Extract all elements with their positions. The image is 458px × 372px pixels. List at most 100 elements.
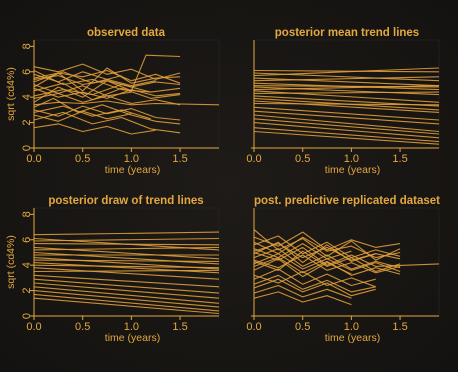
series-line	[253, 86, 440, 96]
series-line	[253, 243, 401, 261]
series-line	[33, 105, 181, 121]
series-line	[33, 231, 220, 236]
series-line	[253, 106, 440, 121]
series-line	[253, 76, 440, 82]
series-line	[253, 248, 401, 270]
y-axis-label: sqrt (cd4%)	[5, 67, 17, 121]
series-line	[33, 83, 181, 97]
series-line	[33, 71, 156, 87]
series-line	[253, 77, 440, 87]
series-line	[33, 82, 181, 101]
series-line	[33, 111, 181, 134]
x-tick-label: 0.0	[26, 153, 41, 165]
series-line	[253, 278, 376, 297]
series-line	[33, 237, 220, 242]
series-line	[33, 110, 132, 122]
y-tick-label: 2	[21, 120, 33, 126]
series-line	[253, 235, 401, 259]
series-line	[33, 105, 151, 120]
panel-title: observed data	[87, 27, 166, 39]
series-line	[33, 246, 220, 251]
series-line	[33, 69, 181, 84]
series-line	[33, 278, 220, 294]
y-tick-label: 6	[21, 237, 33, 243]
x-tick-label: 0.5	[295, 321, 310, 333]
panel-3: posterior draw of trend lines 0.0 0.5 1.0 1.…	[5, 195, 220, 344]
x-tick-label: 1.5	[392, 321, 407, 333]
series-line	[253, 85, 440, 91]
y-tick-label: 6	[21, 69, 33, 75]
series-line	[253, 118, 440, 135]
series-line	[33, 97, 181, 125]
x-tick-label: 0.0	[26, 321, 41, 333]
x-tick-label: 0.0	[246, 321, 261, 333]
series-line	[253, 250, 401, 273]
series-line	[33, 123, 156, 135]
y-tick-label: 4	[21, 262, 33, 268]
series-line	[253, 91, 440, 94]
panel-2: posterior mean trend lines 0.0 0.5 1.0 1.5 ti…	[246, 27, 440, 176]
x-tick-label: 1.5	[172, 321, 187, 333]
series-line	[253, 102, 440, 106]
x-axis-label: time (years)	[105, 164, 160, 176]
series-line	[33, 251, 220, 265]
series-line	[33, 269, 220, 273]
series-line	[253, 69, 440, 73]
series-line	[253, 231, 401, 251]
series-line	[33, 290, 220, 308]
x-tick-label: 1.5	[172, 153, 187, 165]
plot-frame	[33, 39, 220, 149]
series-line	[33, 267, 220, 280]
x-axis-label: time (years)	[325, 332, 380, 344]
series-line	[253, 270, 376, 288]
series-line	[253, 127, 440, 143]
series-line	[33, 87, 181, 99]
panel-4: post. predictive replicated dataset 0.0 0.…	[246, 195, 440, 344]
series-line	[253, 229, 401, 261]
x-axis-label: time (years)	[105, 332, 160, 344]
series-line	[253, 284, 352, 299]
x-axis-label: time (years)	[325, 164, 380, 176]
x-tick-label: 0.5	[75, 153, 90, 165]
y-tick-label: 0	[21, 145, 33, 151]
series-line	[253, 268, 376, 287]
series-line	[253, 254, 401, 274]
series-line	[253, 291, 352, 306]
panel-title: post. predictive replicated dataset	[254, 195, 440, 207]
y-tick-label: 2	[21, 288, 33, 294]
x-tick-label: 0.5	[75, 321, 90, 333]
panel-1: observed data 0.0 0.5 1.0 1.5 0 2 4 6 8 time (year…	[5, 27, 220, 176]
x-tick-label: 1.0	[344, 321, 359, 333]
series-line	[33, 54, 181, 103]
series-line	[253, 100, 440, 113]
plot-frame	[253, 207, 440, 317]
series-line	[33, 100, 220, 106]
series-line	[33, 243, 220, 246]
y-tick-label: 4	[21, 94, 33, 100]
series-line	[33, 83, 132, 97]
series-line	[253, 67, 440, 77]
x-tick-label: 0.0	[246, 153, 261, 165]
series-line	[253, 274, 376, 293]
series-line	[253, 246, 440, 267]
series-line	[33, 274, 220, 288]
x-tick-label: 1.5	[392, 153, 407, 165]
panel-title: posterior draw of trend lines	[48, 195, 203, 207]
series-line	[253, 114, 440, 133]
series-line	[33, 264, 220, 269]
series-line	[253, 130, 440, 145]
series-line	[33, 293, 220, 312]
panel-title: posterior mean trend lines	[275, 27, 419, 39]
series-line	[33, 286, 220, 304]
y-tick-label: 0	[21, 313, 33, 319]
series-line	[253, 243, 352, 260]
series-line	[33, 297, 220, 315]
series-line	[253, 110, 440, 125]
series-line	[33, 63, 181, 80]
series-line	[33, 71, 122, 84]
series-line	[33, 259, 220, 262]
x-tick-label: 1.0	[124, 153, 139, 165]
series-line	[253, 253, 401, 273]
